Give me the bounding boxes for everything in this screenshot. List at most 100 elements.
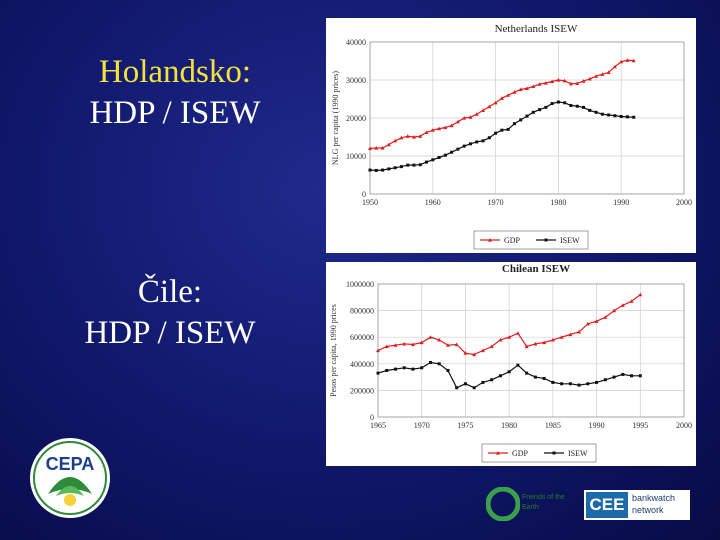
isew-point [568,382,572,386]
isew-point [588,108,592,112]
chile-isew-chart: Chilean ISEW 0 200000 400000 600000 800000 100… [329,263,692,463]
friends-of-earth-logo: Friends of the Earth [486,486,582,522]
gdp-point [512,90,517,94]
cepa-logo: CEPA [30,438,110,518]
isew-point [376,371,380,375]
gdp-point [462,116,467,120]
gdp-point [424,130,429,135]
gdp-point [499,96,504,100]
isew-point [381,168,385,172]
isew-point [506,127,510,131]
netherlands-chart-panel: Netherlands ISEW 0 10000 20000 30000 40000 195… [326,18,696,253]
gdp-point [537,82,542,86]
x-tick-label: 2000 [676,198,692,207]
isew-point [550,102,554,106]
gdp-point [559,335,564,339]
legend-label-isew: ISEW [568,449,588,458]
isew-point [556,100,560,104]
gdp-point [437,337,442,342]
isew-point [443,153,447,157]
netherlands-isew-chart: Netherlands ISEW 0 10000 20000 30000 40000 195… [331,23,692,250]
legend-marker-gdp [488,238,492,242]
chart-title: Chilean ISEW [502,263,570,275]
isew-point [411,367,415,371]
isew-point [462,144,466,148]
isew-point [481,380,485,384]
gdp-point [430,128,435,132]
gdp-point [619,59,624,64]
isew-point [412,163,416,167]
y-tick-label: 10000 [346,152,366,161]
isew-point [487,136,491,140]
gdp-point [629,299,634,303]
ff-logo-line1: Friends of the [522,494,565,501]
isew-point [586,382,590,386]
y-axis-label: Pesos per capita, 1990 prices [329,304,338,397]
x-tick-label: 1990 [589,421,605,430]
isew-point [630,374,634,378]
plot-frame [369,41,685,195]
gdp-point [449,123,454,128]
isew-point [500,128,504,132]
isew-point [393,166,397,170]
earth-icon [486,487,520,521]
x-tick-label: 1960 [425,198,441,207]
x-tick-label: 1950 [362,198,378,207]
y-tick-label: 0 [362,190,366,199]
legend-marker-isew [552,451,556,455]
isew-point [575,104,579,108]
gdp-point [620,303,625,307]
y-tick-label: 40000 [346,38,366,47]
isew-point [538,108,542,112]
legend-label-gdp: GDP [512,449,529,458]
isew-point [420,366,424,370]
isew-point [632,115,636,119]
x-tick-label: 1965 [370,421,386,430]
gdp-point [368,146,372,150]
x-tick-label: 1975 [457,421,473,430]
gdp-point [480,348,485,353]
isew-point [551,380,555,384]
gdp-point [468,115,473,119]
gdp-point [418,134,423,138]
y-tick-label: 30000 [346,76,366,85]
isew-point [612,375,616,379]
gdp-point [474,112,479,116]
gdp-point [524,344,529,349]
legend-box [473,230,589,250]
isew-point [516,363,520,367]
isew-point [525,371,529,375]
isew-point [428,360,432,364]
gdp-point [600,72,605,76]
plot-frame [377,283,685,418]
isew-point [542,376,546,380]
heading-chile-metric: HDP / ISEW [84,315,256,352]
legend-marker-gdp [496,451,500,455]
isew-point [607,113,611,117]
isew-point [418,163,422,167]
isew-point [456,147,460,151]
gdp-point [577,329,582,334]
isew-point [446,368,450,372]
isew-point [368,168,372,172]
gdp-point [575,81,580,86]
gdp-point [454,342,459,347]
gdp-point [487,104,492,109]
gdp-point [556,78,561,82]
gdp-point [380,146,385,150]
y-tick-label: 600000 [350,333,374,342]
gdp-point [376,348,380,353]
gdp-point [428,335,433,339]
gdp-point [638,292,643,297]
isew-point [481,139,485,143]
isew-point [531,110,535,114]
isew-point [560,382,564,386]
isew-point [494,131,498,135]
isew-point [385,368,389,372]
x-tick-label: 1990 [613,198,629,207]
isew-point [437,156,441,160]
x-tick-label: 1980 [501,421,517,430]
isew-point [490,378,494,382]
isew-point [603,378,607,382]
gdp-point [384,344,389,349]
